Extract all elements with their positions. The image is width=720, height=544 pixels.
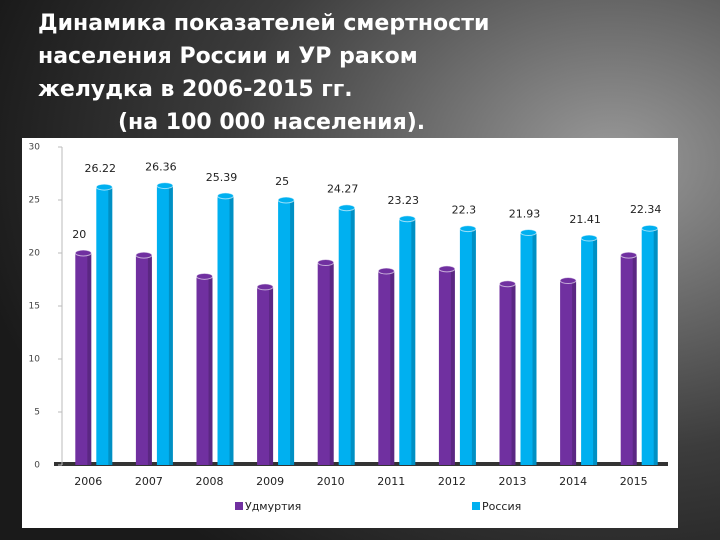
- chart-title: Динамика показателей смертности: [38, 11, 489, 36]
- bar: [560, 280, 577, 465]
- bar: [520, 232, 537, 465]
- y-tick-label: 20: [29, 249, 41, 259]
- bar-top: [377, 267, 395, 275]
- data-label: 21.93: [509, 208, 541, 221]
- bar-top: [256, 283, 274, 291]
- bar-shade: [450, 268, 455, 465]
- bar-shade: [471, 228, 476, 465]
- bar-top: [95, 183, 113, 191]
- bar: [338, 207, 355, 465]
- data-label: 25: [275, 175, 289, 188]
- bar-shade: [653, 228, 658, 465]
- bar-shade: [208, 276, 213, 465]
- bar-top: [74, 249, 92, 257]
- bar-shade: [390, 271, 395, 465]
- data-label: 22.3: [452, 204, 477, 217]
- bar-shade: [593, 238, 598, 465]
- bar-shade: [269, 286, 274, 465]
- bar-shade: [147, 255, 152, 465]
- x-tick-label: 2015: [620, 475, 648, 488]
- chart-subtitle: (на 100 000 населения).: [118, 110, 425, 135]
- bar-top: [317, 259, 335, 267]
- data-label: 22.34: [630, 203, 662, 216]
- chart-title: населения России и УР раком: [38, 44, 418, 69]
- y-tick-label: 15: [29, 302, 40, 312]
- legend-label: Удмуртия: [245, 500, 301, 513]
- chart-title: желудка в 2006-2015 гг.: [38, 77, 353, 102]
- bar-shade: [168, 185, 173, 466]
- legend-swatch: [472, 502, 480, 510]
- bar-top: [156, 182, 174, 190]
- legend-swatch: [235, 502, 243, 510]
- bar-top: [620, 251, 638, 259]
- bar-top: [499, 280, 516, 288]
- bar-shade: [411, 218, 416, 465]
- bar-top: [459, 225, 477, 233]
- bar-shade: [229, 195, 234, 465]
- bar: [196, 276, 213, 465]
- bar-shade: [329, 262, 334, 465]
- bar: [135, 255, 152, 465]
- x-tick-label: 2013: [499, 475, 527, 488]
- x-tick-label: 2014: [559, 475, 587, 488]
- bar-top: [438, 265, 456, 273]
- bar-top: [196, 272, 213, 280]
- bar: [399, 218, 416, 465]
- bar-top: [277, 196, 295, 204]
- x-tick-label: 2006: [74, 475, 102, 488]
- y-tick-label: 10: [29, 355, 41, 365]
- bar-shade: [290, 200, 295, 465]
- bar: [459, 228, 476, 465]
- data-label: 23.23: [388, 194, 420, 207]
- y-tick-label: 0: [34, 461, 40, 471]
- y-tick-label: 25: [29, 196, 40, 206]
- bar-shade: [108, 187, 113, 465]
- bar-top: [559, 277, 577, 285]
- y-tick-label: 30: [29, 143, 41, 153]
- bar: [257, 286, 274, 465]
- bar: [317, 262, 334, 465]
- data-label: 21.41: [569, 213, 601, 226]
- bar: [641, 228, 658, 465]
- bar-top: [641, 224, 659, 232]
- bar: [581, 238, 598, 465]
- data-label: 26.36: [145, 161, 177, 174]
- bar-shade: [532, 232, 537, 465]
- bar: [620, 255, 637, 465]
- bar: [499, 283, 516, 465]
- bar-top: [398, 215, 416, 223]
- bar: [156, 185, 173, 466]
- data-label: 25.39: [206, 171, 238, 184]
- bar: [96, 187, 113, 465]
- bar-shade: [87, 253, 92, 465]
- bar-shade: [350, 207, 355, 465]
- bar-top: [338, 204, 356, 212]
- data-label: 20: [72, 228, 86, 241]
- x-tick-label: 2007: [135, 475, 163, 488]
- y-tick-label: 5: [34, 408, 40, 418]
- data-label: 24.27: [327, 183, 359, 196]
- x-tick-label: 2008: [196, 475, 224, 488]
- bar-shade: [511, 283, 516, 465]
- bar: [217, 195, 234, 465]
- legend-label: Россия: [482, 500, 521, 513]
- x-tick-label: 2011: [377, 475, 405, 488]
- x-tick-label: 2010: [317, 475, 345, 488]
- data-label: 26.22: [85, 162, 117, 175]
- bar-top: [217, 192, 234, 200]
- bar: [278, 200, 295, 465]
- bar-top: [580, 234, 598, 242]
- bar-shade: [632, 255, 637, 465]
- bar: [438, 268, 455, 465]
- bar-top: [520, 229, 537, 237]
- bar: [75, 253, 92, 465]
- x-tick-label: 2012: [438, 475, 466, 488]
- x-tick-label: 2009: [256, 475, 284, 488]
- bar-top: [135, 251, 153, 259]
- bar-shade: [572, 280, 577, 465]
- bar: [378, 271, 395, 465]
